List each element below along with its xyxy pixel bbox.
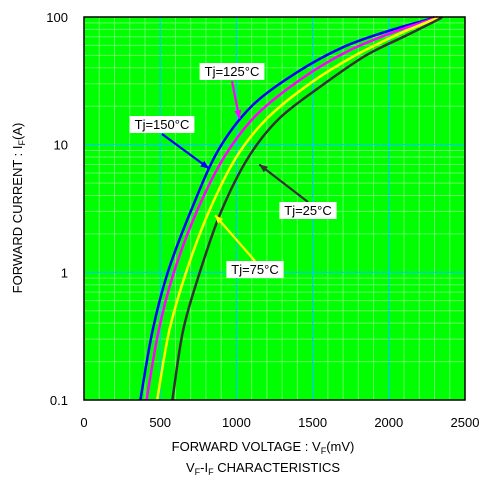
annotation-arrow xyxy=(258,163,309,203)
x-tick-labels: 0 500 1000 1500 2000 2500 xyxy=(80,415,479,430)
annotation-arrowhead xyxy=(215,215,224,224)
series-line-tj-75 xyxy=(155,15,442,401)
x-tick-label: 2500 xyxy=(451,415,480,430)
y-tick-labels: 0.1 1 10 100 xyxy=(46,10,68,408)
annotation-arrowhead xyxy=(259,164,268,173)
plot-frame xyxy=(83,16,466,401)
x-tick-label: 500 xyxy=(149,415,171,430)
x-tick-label: 1500 xyxy=(298,415,327,430)
x-axis-label: FORWARD VOLTAGE : VF(mV) xyxy=(172,439,355,456)
y-tick-label: 100 xyxy=(46,10,68,25)
annotations: Tj=125°C Tj=150°C Tj=25°C Tj=75°C xyxy=(129,63,337,278)
x-tick-label: 2000 xyxy=(374,415,403,430)
annotation-label-bg xyxy=(199,63,265,80)
x-tick-label: 0 xyxy=(80,415,87,430)
x-tick-label: 1000 xyxy=(222,415,251,430)
annotation-arrowhead xyxy=(200,160,209,169)
annotation-label-bg xyxy=(129,116,195,133)
y-tick-label: 0.1 xyxy=(50,393,68,408)
y-tick-label: 1 xyxy=(61,265,68,280)
annotation-label-bg xyxy=(279,202,337,219)
annotation-label: Tj=150°C xyxy=(135,117,190,132)
annotation-label: Tj=125°C xyxy=(205,64,260,79)
annotation-arrowhead xyxy=(234,109,242,119)
annotation-label: Tj=25°C xyxy=(284,203,331,218)
series-line-tj-150 xyxy=(139,15,436,401)
annotation-arrow xyxy=(214,214,256,262)
chart-caption: VF-IF CHARACTERISTICS xyxy=(186,460,340,477)
annotation-label-bg xyxy=(226,261,284,278)
series-line-tj-25 xyxy=(171,15,444,401)
annotation-label: Tj=75°C xyxy=(231,262,278,277)
y-tick-label: 10 xyxy=(54,138,68,153)
plot-area xyxy=(84,17,465,400)
series-lines xyxy=(139,15,444,401)
y-axis-label: FORWARD CURRENT : IF(A) xyxy=(10,123,27,294)
series-line-tj-125 xyxy=(145,15,439,401)
annotation-arrow xyxy=(161,133,210,170)
